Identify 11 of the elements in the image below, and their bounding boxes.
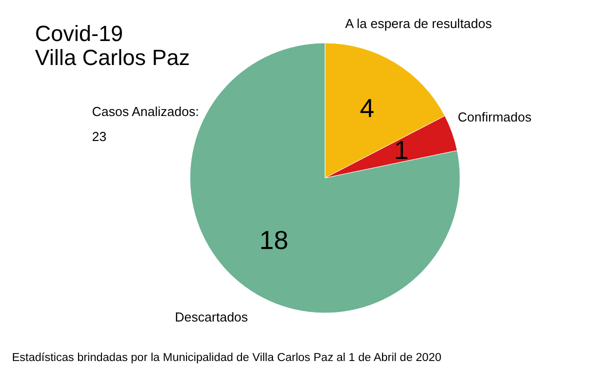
slice-label: Descartados (174, 310, 248, 325)
chart-title: Covid-19 (35, 21, 124, 46)
slice-label: A la espera de resultados (345, 16, 492, 32)
data-label: 18 (259, 224, 288, 255)
text: Estadísticas brindadas por la Municipalidad de Villa Carlos Paz al 1 de Abril de 2020 (12, 352, 442, 364)
data-label: 1 (394, 134, 409, 165)
text: Villa Carlos Paz (35, 45, 190, 70)
text: 23 (92, 129, 106, 144)
slice-label: Confirmados (458, 110, 532, 125)
text: Casos Analizados: (92, 104, 199, 119)
data-label: 4 (360, 92, 374, 123)
